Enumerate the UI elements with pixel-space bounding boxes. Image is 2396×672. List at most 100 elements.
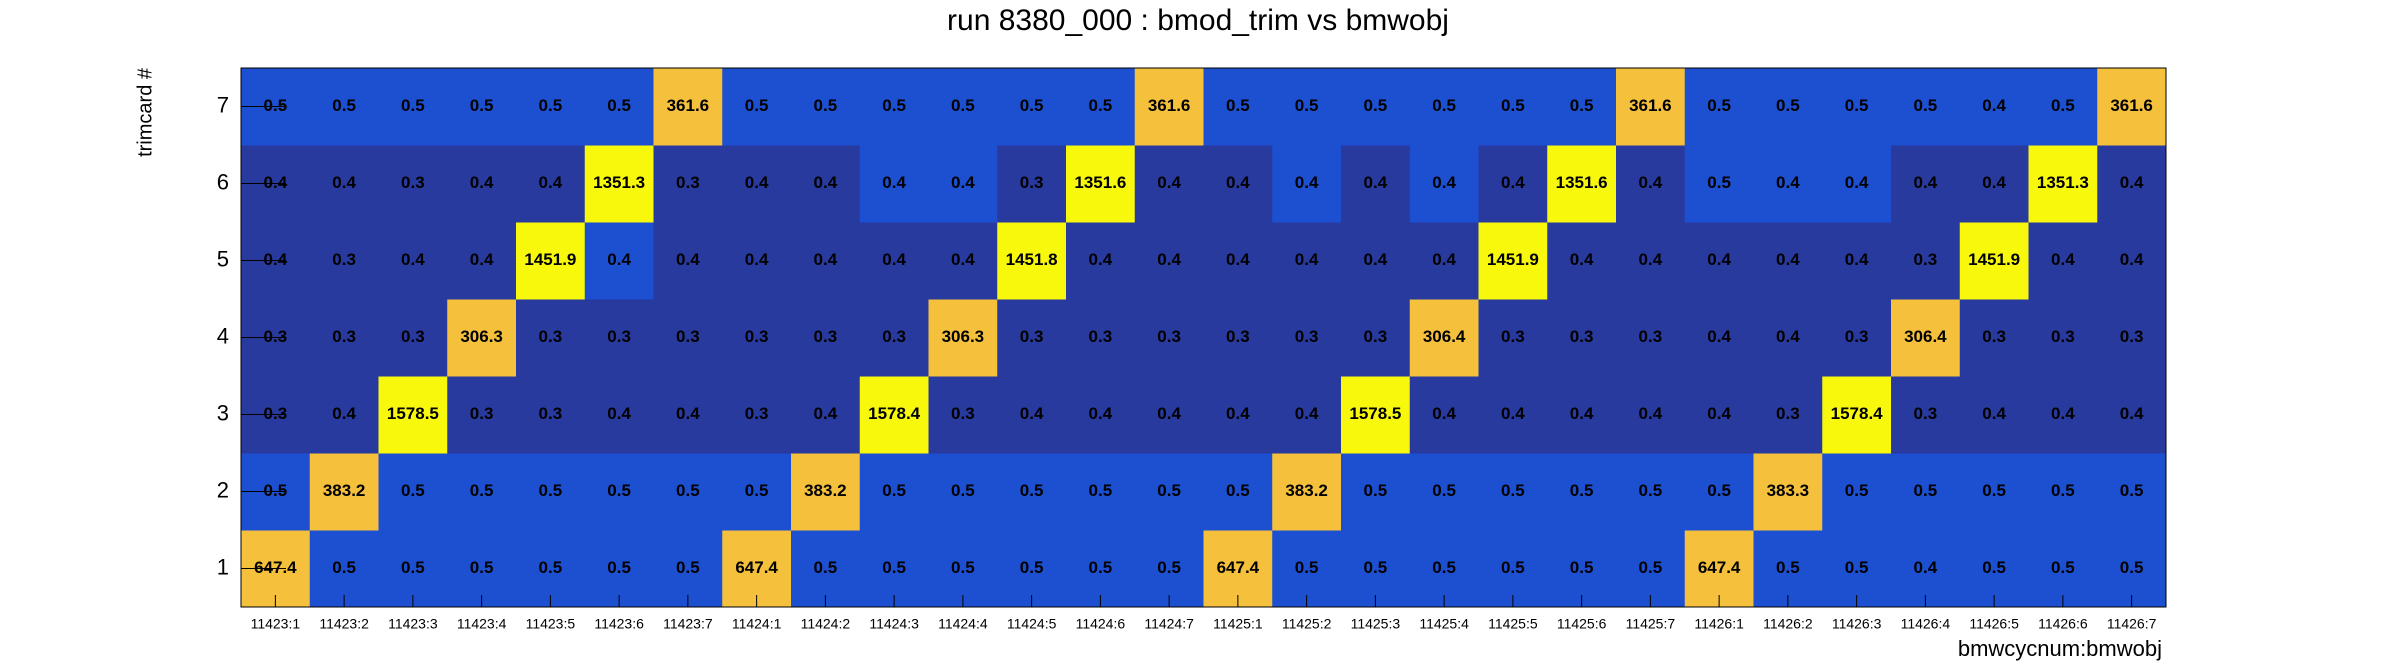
cell-label: 0.4 (2120, 250, 2144, 269)
cell-label: 0.4 (2051, 250, 2075, 269)
cell-label: 0.5 (1020, 558, 1044, 577)
heatmap-cell (859, 376, 929, 454)
cell-label: 0.4 (1776, 250, 1800, 269)
heatmap-cell (516, 222, 586, 300)
heatmap-cell (378, 453, 448, 531)
cell-label: 0.5 (676, 481, 700, 500)
cell-label: 0.3 (1226, 327, 1250, 346)
heatmap-cell (1684, 453, 1754, 531)
cell-label: 0.5 (264, 96, 288, 115)
heatmap-cell (516, 530, 586, 608)
heatmap-cell (1753, 376, 1823, 454)
cell-label: 0.4 (1364, 173, 1388, 192)
cell-label: 0.4 (1570, 404, 1594, 423)
heatmap-cell (309, 453, 379, 531)
heatmap-cell (653, 299, 723, 377)
heatmap-cell (1203, 376, 1273, 454)
heatmap-cell (2097, 453, 2167, 531)
heatmap-cell (1134, 145, 1204, 223)
x-tick-label: 11426:5 (1969, 616, 2019, 632)
heatmap-cell (791, 68, 861, 146)
heatmap-cell (859, 530, 929, 608)
cell-label: 0.5 (1020, 481, 1044, 500)
heatmap-cell (859, 299, 929, 377)
cell-label: 0.5 (1707, 96, 1731, 115)
heatmap-cell (928, 68, 998, 146)
heatmap-cell (1409, 68, 1479, 146)
x-tick-label: 11423:4 (457, 616, 507, 632)
heatmap-cell (928, 530, 998, 608)
cell-label: 0.5 (1089, 96, 1113, 115)
x-tick-label: 11423:7 (663, 616, 713, 632)
heatmap-cell (2097, 376, 2167, 454)
cell-label: 0.4 (676, 250, 700, 269)
cell-label: 0.4 (1639, 173, 1663, 192)
cell-label: 0.3 (2051, 327, 2075, 346)
heatmap-cell (1203, 299, 1273, 377)
cell-label: 0.5 (1295, 558, 1319, 577)
cell-label: 0.3 (745, 327, 769, 346)
cell-label: 0.4 (1914, 558, 1938, 577)
cell-label: 0.3 (1570, 327, 1594, 346)
cell-label: 0.4 (882, 250, 906, 269)
cell-label: 0.4 (1432, 250, 1456, 269)
heatmap-cell (1134, 376, 1204, 454)
cell-label: 1578.4 (1831, 404, 1884, 423)
x-tick-label: 11424:1 (732, 616, 782, 632)
cell-label: 0.5 (401, 558, 425, 577)
cell-label: 0.3 (539, 327, 563, 346)
heatmap-cell (1684, 376, 1754, 454)
x-tick-label: 11425:1 (1213, 616, 1263, 632)
heatmap-cell (1066, 222, 1136, 300)
cell-label: 0.5 (2120, 558, 2144, 577)
heatmap-cell (1272, 68, 1342, 146)
heatmap-cell (653, 453, 723, 531)
x-tick-label: 11426:4 (1901, 616, 1951, 632)
heatmap-cell (447, 222, 517, 300)
cell-label: 1451.9 (524, 250, 576, 269)
heatmap-cell (584, 453, 654, 531)
cell-label: 0.4 (1226, 173, 1250, 192)
heatmap-cell (2028, 453, 2098, 531)
heatmap-cell (447, 376, 517, 454)
cell-label: 0.4 (470, 250, 494, 269)
x-tick-label: 11425:2 (1282, 616, 1332, 632)
heatmap-cell (1547, 530, 1617, 608)
cell-label: 0.5 (1707, 481, 1731, 500)
cell-label: 0.5 (1914, 96, 1938, 115)
heatmap-cell (928, 145, 998, 223)
cell-label: 0.4 (1157, 173, 1181, 192)
heatmap-cell (1891, 299, 1961, 377)
cell-label: 0.4 (539, 173, 563, 192)
heatmap-cell (722, 530, 792, 608)
heatmap-cell (997, 222, 1067, 300)
heatmap-cell (1203, 453, 1273, 531)
heatmap-cell (1066, 299, 1136, 377)
cell-label: 0.4 (1432, 404, 1456, 423)
x-tick-label: 11426:2 (1763, 616, 1813, 632)
cell-label: 0.4 (745, 250, 769, 269)
heatmap-cell (859, 68, 929, 146)
cell-label: 306.4 (1423, 327, 1466, 346)
cell-label: 0.4 (1639, 404, 1663, 423)
cell-label: 0.4 (951, 250, 975, 269)
x-tick-label: 11426:3 (1832, 616, 1882, 632)
heatmap-cell (722, 299, 792, 377)
cell-label: 361.6 (2110, 96, 2153, 115)
cell-label: 0.3 (607, 327, 631, 346)
cell-label: 0.4 (814, 250, 838, 269)
cell-label: 0.5 (332, 558, 356, 577)
heatmap-cell (1478, 376, 1548, 454)
cell-label: 0.5 (1570, 558, 1594, 577)
heatmap-cell (1478, 299, 1548, 377)
heatmap-cell (1822, 453, 1892, 531)
cell-label: 0.5 (1157, 481, 1181, 500)
heatmap-cell (1959, 68, 2029, 146)
heatmap-cell (1753, 530, 1823, 608)
heatmap-cell (309, 222, 379, 300)
cell-label: 0.4 (814, 173, 838, 192)
cell-label: 0.5 (676, 558, 700, 577)
x-tick-label: 11425:3 (1351, 616, 1401, 632)
heatmap-cell (791, 376, 861, 454)
heatmap-cell (1341, 145, 1411, 223)
